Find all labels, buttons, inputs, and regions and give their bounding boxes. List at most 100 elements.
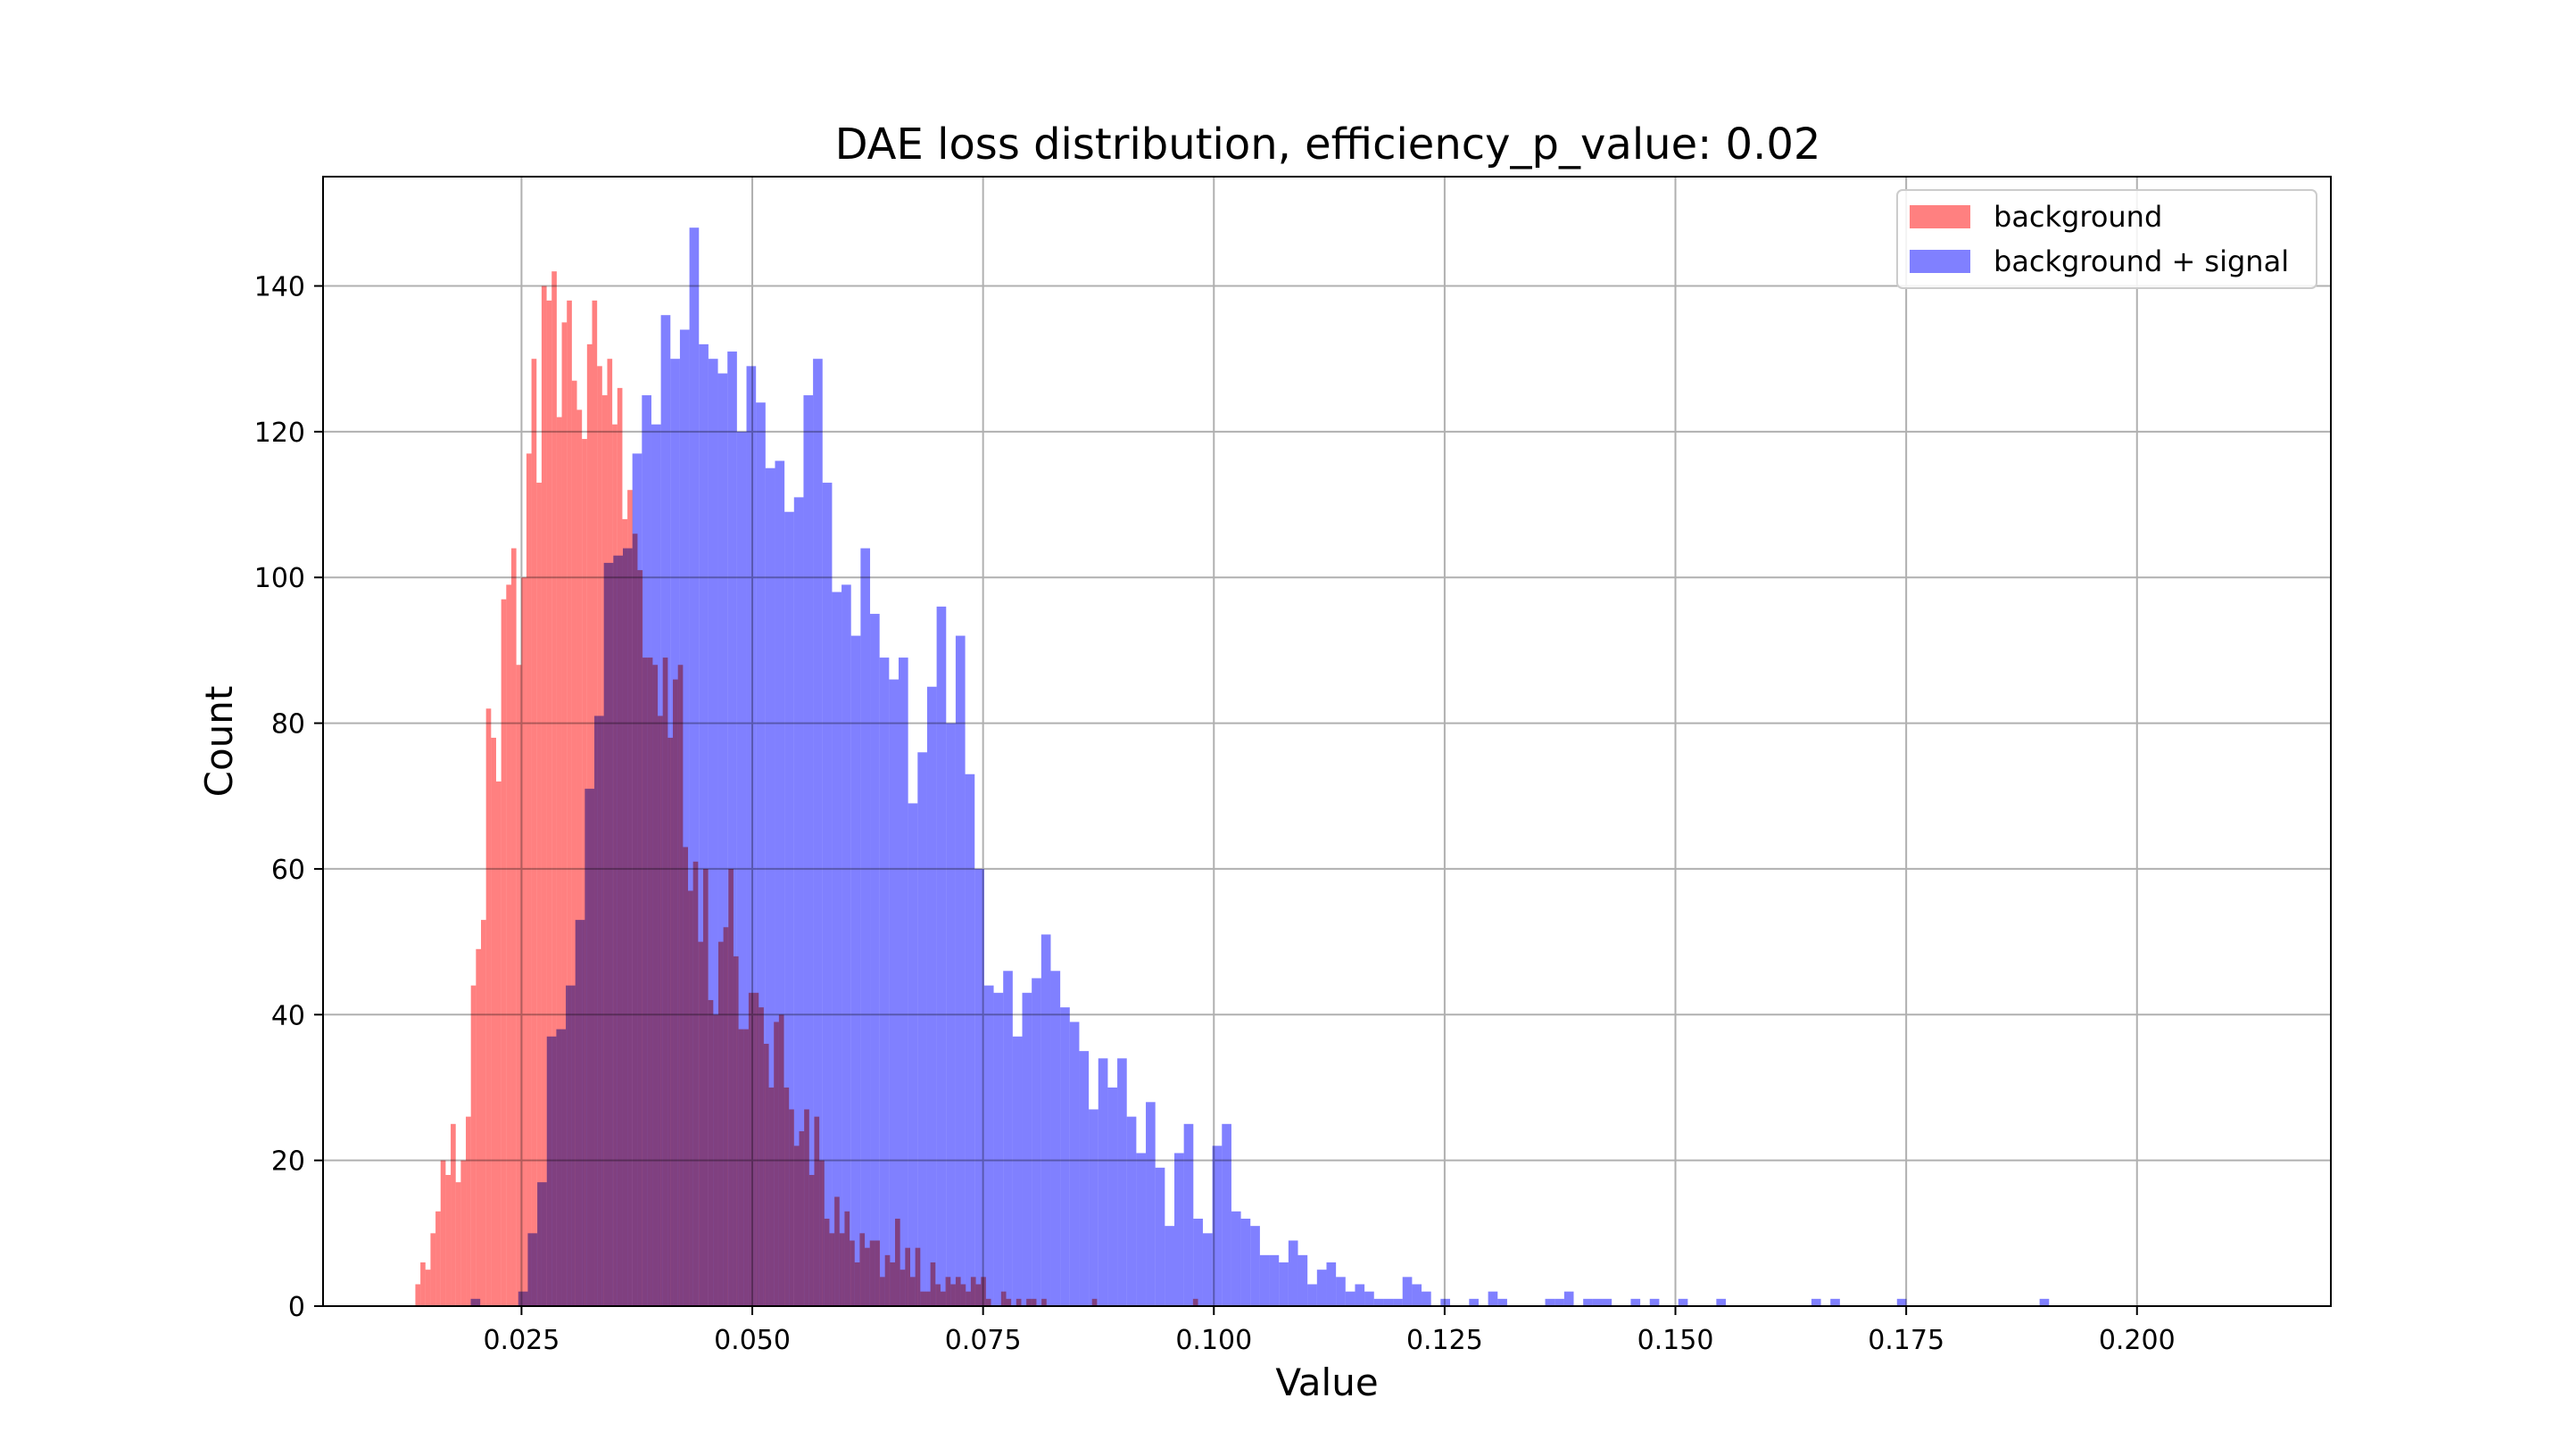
- histogram-bar: [527, 1233, 538, 1306]
- histogram-bar: [660, 315, 671, 1306]
- histogram-bar: [1165, 1226, 1174, 1306]
- histogram-bar: [1288, 1240, 1298, 1306]
- x-tick-label: 0.175: [1868, 1325, 1944, 1356]
- histogram-bar: [1126, 1116, 1137, 1306]
- histogram-bar: [651, 424, 661, 1306]
- histogram-bar: [765, 467, 775, 1306]
- histogram-bar: [870, 614, 880, 1306]
- histogram-bar: [440, 1160, 446, 1306]
- histogram-bar: [1383, 1298, 1394, 1306]
- histogram-bar: [1136, 1153, 1147, 1306]
- histogram-bar: [1373, 1298, 1384, 1306]
- histogram-bar: [521, 577, 526, 1306]
- histogram-bar: [466, 1116, 471, 1306]
- histogram-bar: [556, 417, 562, 1306]
- histogram-bar: [541, 285, 547, 1307]
- histogram-bar: [613, 555, 623, 1306]
- histogram-bar: [699, 343, 709, 1307]
- histogram-bar: [822, 483, 833, 1306]
- histogram-bar: [481, 920, 486, 1306]
- histogram-bar: [1269, 1254, 1280, 1306]
- histogram-bar: [936, 606, 947, 1306]
- histogram-bar: [1259, 1254, 1270, 1306]
- histogram-bar: [1440, 1298, 1450, 1306]
- histogram-bar: [1716, 1298, 1726, 1306]
- histogram-bar: [506, 584, 511, 1306]
- histogram-bar: [546, 300, 552, 1307]
- series-background-plus-signal: [470, 228, 2050, 1307]
- histogram-bar: [983, 985, 994, 1306]
- histogram-bar: [793, 497, 804, 1306]
- histogram-bar: [1678, 1298, 1688, 1306]
- histogram-bar: [1079, 1051, 1090, 1306]
- histogram-bar: [584, 789, 595, 1306]
- histogram-bar: [603, 562, 614, 1306]
- histogram-bar: [1602, 1298, 1612, 1306]
- histogram-bar: [470, 985, 477, 1306]
- histogram-bar: [832, 592, 842, 1306]
- histogram-bar: [485, 708, 492, 1306]
- histogram-bar: [420, 1262, 426, 1306]
- histogram-bar: [1297, 1254, 1308, 1306]
- histogram-bar: [727, 352, 737, 1306]
- histogram-bar: [1202, 1233, 1213, 1306]
- histogram-bar: [567, 300, 572, 1307]
- legend-box: [1896, 189, 2317, 289]
- histogram-bar: [537, 1182, 547, 1306]
- y-tick-label: 60: [271, 855, 305, 886]
- histogram-bar: [1545, 1298, 1555, 1306]
- legend-swatch-background-plus-signal: [1910, 250, 1970, 273]
- x-tick-label: 0.025: [483, 1325, 560, 1356]
- histogram-bar: [1050, 971, 1061, 1306]
- histogram-bar: [908, 803, 918, 1306]
- histogram-bar: [1060, 1007, 1070, 1306]
- histogram-bar: [425, 1270, 431, 1306]
- histogram-bar: [946, 723, 956, 1306]
- histogram-bar: [1279, 1262, 1289, 1306]
- histogram-bar: [1326, 1262, 1337, 1306]
- histogram-bar: [974, 868, 984, 1306]
- histogram-bar: [926, 686, 937, 1306]
- histogram-bars: [415, 228, 2050, 1307]
- histogram-bar: [1488, 1291, 1498, 1306]
- histogram-bar: [491, 737, 496, 1306]
- histogram-bar: [1554, 1298, 1564, 1306]
- histogram-bar: [546, 1036, 557, 1306]
- histogram-bar: [582, 439, 587, 1306]
- histogram-bar: [841, 584, 851, 1306]
- histogram-bar: [689, 228, 700, 1306]
- histogram-bar: [501, 599, 507, 1306]
- legend: background background + signal: [1896, 189, 2317, 289]
- y-axis-label: Count: [197, 686, 241, 798]
- histogram-bar: [1364, 1291, 1374, 1306]
- legend-label-background: background: [1994, 200, 2162, 234]
- histogram-bar: [1032, 978, 1041, 1306]
- histogram-bar: [561, 322, 568, 1306]
- histogram-bar: [965, 774, 975, 1306]
- histogram-bar: [556, 1029, 567, 1306]
- histogram-bar: [470, 1298, 481, 1306]
- histogram-bar: [495, 781, 502, 1306]
- histogram-bar: [1089, 1109, 1098, 1306]
- histogram-bar: [1069, 1022, 1080, 1306]
- y-tick-label: 120: [254, 418, 305, 449]
- axes: 0.025 0.050 0.075 0.100 0.125 0.150 0.175 0.200…: [254, 272, 2176, 1356]
- histogram-bar: [1497, 1298, 1507, 1306]
- y-tick-label: 0: [288, 1292, 305, 1323]
- histogram-bar: [803, 395, 814, 1307]
- histogram-bar: [623, 548, 633, 1306]
- histogram-bar: [1174, 1153, 1184, 1306]
- histogram-bar: [531, 359, 537, 1306]
- histogram-bar: [993, 992, 1004, 1306]
- x-tick-label: 0.075: [945, 1325, 1022, 1356]
- histogram-bar: [1355, 1284, 1365, 1306]
- histogram-bar: [860, 548, 871, 1306]
- histogram-bar: [642, 395, 651, 1307]
- histogram-bar: [889, 679, 899, 1306]
- histogram-bar: [551, 271, 557, 1306]
- histogram-bar: [536, 483, 542, 1306]
- histogram-bar: [1012, 1036, 1023, 1306]
- histogram-bar: [775, 460, 785, 1306]
- histogram-bar: [451, 1123, 456, 1306]
- histogram-bar: [1811, 1298, 1821, 1306]
